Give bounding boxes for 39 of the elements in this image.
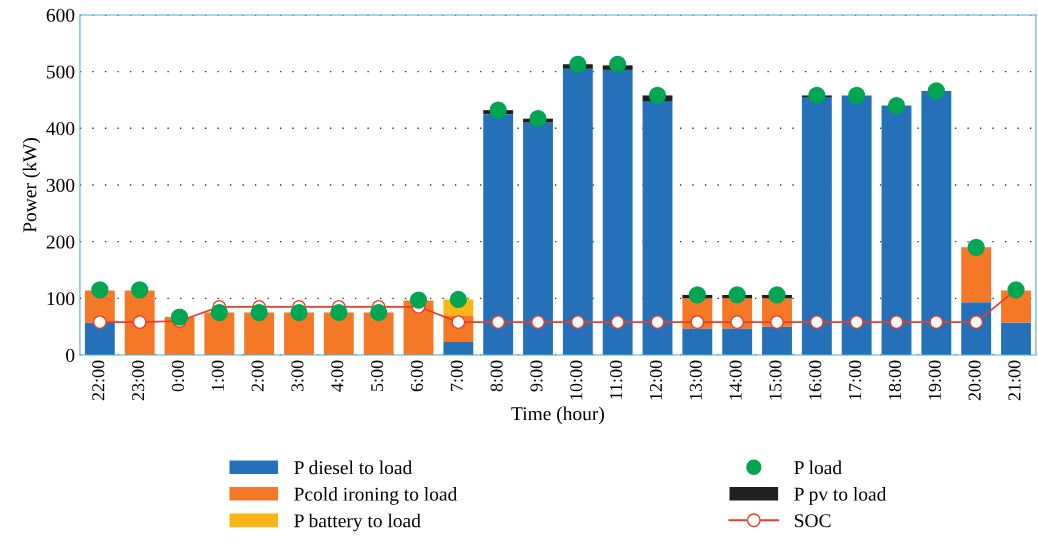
- legend-label: P load: [794, 460, 842, 475]
- legend-label: Pcold ironing to load: [294, 487, 458, 505]
- x-tick-label: 13:00: [689, 360, 702, 400]
- x-tick-label: 5:00: [371, 360, 384, 391]
- x-tick-label: 21:00: [1008, 360, 1021, 401]
- legend-label: P pv to load: [794, 487, 887, 505]
- legend-label: P battery to load: [294, 513, 421, 532]
- y-tick-label: 300: [46, 178, 75, 192]
- x-tick-label: 16:00: [809, 360, 822, 400]
- x-tick-label: 20:00: [968, 360, 981, 401]
- y-tick-label: 400: [46, 122, 75, 136]
- y-tick-label: 500: [47, 65, 75, 79]
- x-tick-label: 2:00: [251, 360, 264, 392]
- legend-label: SOC: [794, 514, 831, 528]
- x-tick-label: 3:00: [291, 360, 304, 392]
- x-axis-title: Time (hour): [511, 406, 604, 425]
- y-tick-label: 200: [46, 235, 75, 249]
- x-tick-label: 15:00: [769, 360, 782, 400]
- x-tick-label: 14:00: [729, 360, 742, 400]
- y-tick-label: 0: [66, 348, 75, 362]
- y-tick-label: 600: [46, 8, 75, 22]
- x-tick-label: 0:00: [171, 360, 185, 392]
- x-tick-label: 23:00: [132, 360, 145, 401]
- x-tick-label: 19:00: [928, 360, 941, 400]
- x-tick-label: 1:00: [211, 360, 224, 391]
- x-tick-label: 9:00: [530, 360, 543, 392]
- x-tick-label: 22:00: [92, 360, 105, 401]
- x-tick-label: 6:00: [410, 360, 424, 392]
- x-tick-label: 4:00: [331, 360, 344, 392]
- x-tick-label: 18:00: [888, 360, 902, 400]
- x-tick-label: 8:00: [490, 360, 503, 392]
- y-axis-title: Power (kW): [22, 138, 41, 233]
- x-tick-label: 7:00: [450, 360, 463, 391]
- x-tick-label: 12:00: [649, 360, 663, 400]
- x-tick-label: 10:00: [570, 360, 583, 400]
- x-tick-label: 17:00: [849, 360, 862, 400]
- legend-label: P diesel to load: [294, 460, 413, 475]
- x-tick-label: 11:00: [610, 360, 623, 399]
- y-tick-label: 100: [47, 292, 75, 306]
